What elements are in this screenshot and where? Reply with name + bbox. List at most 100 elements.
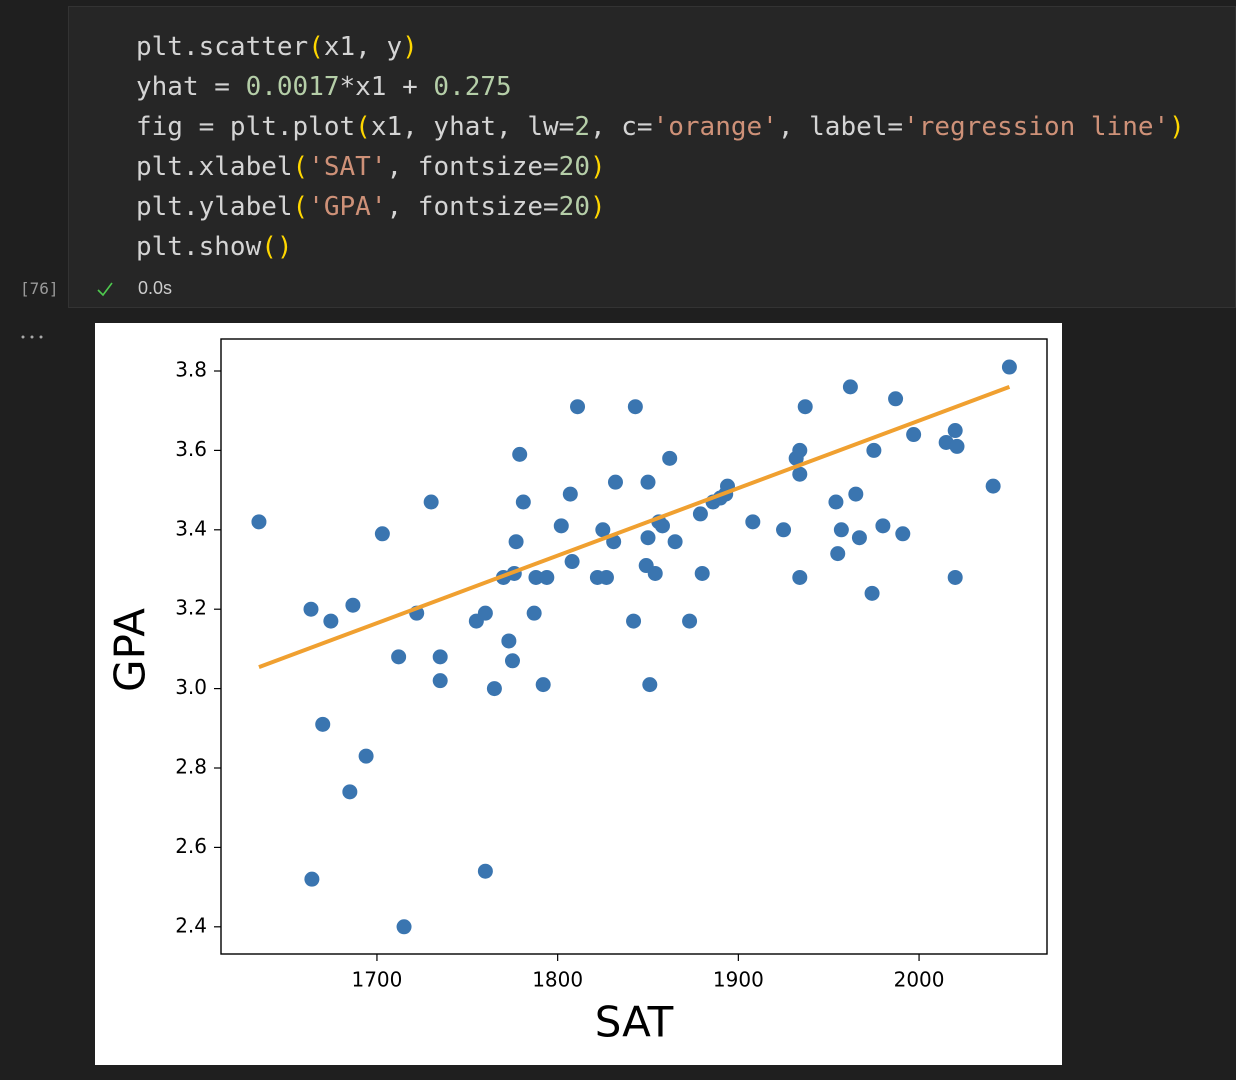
scatter-point	[833, 522, 849, 538]
code-token: (	[292, 192, 309, 222]
y-tick-label: 3.2	[175, 596, 207, 620]
scatter-point	[828, 494, 844, 510]
scatter-point	[391, 649, 407, 665]
scatter-point	[642, 677, 658, 693]
scatter-point	[842, 379, 858, 395]
scatter-point	[315, 716, 331, 732]
scatter-point	[895, 526, 911, 542]
code-line: fig = plt.plot(x1, yhat, lw=2, c='orange…	[136, 107, 1185, 147]
scatter-point	[303, 601, 319, 617]
scatter-point	[792, 466, 808, 482]
code-token: plt.ylabel	[136, 192, 293, 222]
scatter-point	[432, 673, 448, 689]
scatter-point	[864, 585, 880, 601]
scatter-point	[607, 474, 623, 490]
scatter-point	[539, 569, 555, 585]
x-axis-label: SAT	[595, 998, 674, 1047]
scatter-point	[1001, 359, 1017, 375]
scatter-point	[345, 597, 361, 613]
code-token: yhat =	[136, 72, 246, 102]
plot-frame	[220, 338, 1048, 955]
scatter-point	[949, 438, 965, 454]
code-token: )	[402, 32, 418, 62]
execution-time: 0.0s	[138, 278, 173, 298]
scatter-point	[515, 494, 531, 510]
y-tick-label: 2.6	[175, 834, 207, 858]
scatter-point	[692, 506, 708, 522]
code-token: 2	[574, 112, 590, 142]
scatter-point	[501, 633, 517, 649]
y-tick-label: 2.8	[175, 755, 207, 779]
x-tick-label: 1700	[351, 968, 402, 992]
scatter-point	[662, 450, 678, 466]
code-editor[interactable]: plt.scatter(x1, y) yhat = 0.0017*x1 + 0.2…	[136, 27, 1185, 267]
scatter-point	[797, 399, 813, 415]
scatter-point	[640, 474, 656, 490]
scatter-point	[985, 478, 1001, 494]
scatter-point	[564, 554, 580, 570]
code-line: plt.xlabel('SAT', fontsize=20)	[136, 147, 1185, 187]
y-tick-label: 3.4	[175, 516, 207, 540]
code-token: plt.scatter	[136, 32, 309, 62]
y-tick-label: 3.0	[175, 675, 207, 699]
y-tick-label: 3.6	[175, 437, 207, 461]
scatter-point	[304, 871, 320, 887]
scatter-point	[792, 569, 808, 585]
code-token: )	[589, 192, 606, 222]
code-token: , label=	[777, 112, 904, 142]
chart: SAT GPA 2.4 2.6 2.8 3.0 3.2 3.4 3.6 3.8 1700 1800…	[106, 338, 1048, 1047]
code-token: )	[589, 152, 606, 182]
scatter-point	[396, 919, 412, 935]
code-token: (	[355, 112, 371, 142]
code-token: 'SAT'	[308, 152, 387, 182]
code-token: 'orange'	[652, 112, 778, 142]
code-token: , fontsize=	[386, 192, 559, 222]
scatter-point	[526, 605, 542, 621]
scatter-point	[682, 613, 698, 629]
scatter-point	[553, 518, 569, 534]
code-line: plt.scatter(x1, y)	[136, 27, 1185, 67]
x-tick-label: 1900	[713, 968, 764, 992]
code-token: 20	[558, 192, 590, 222]
regression-line	[258, 385, 1011, 670]
code-token: )	[1169, 112, 1185, 142]
scatter-point	[830, 546, 846, 562]
scatter-point	[432, 649, 448, 665]
scatter-point	[947, 423, 963, 439]
scatter-point	[598, 569, 614, 585]
output-menu[interactable]	[20, 332, 46, 342]
scatter-point	[947, 569, 963, 585]
scatter-point	[626, 613, 642, 629]
scatter-point	[570, 399, 586, 415]
scatter-point	[851, 530, 867, 546]
code-token: x1, y	[323, 32, 403, 62]
x-tick-label: 1800	[532, 968, 583, 992]
code-token: (	[308, 32, 324, 62]
scatter-point	[477, 605, 493, 621]
execution-count: [76]	[20, 279, 59, 298]
scatter-point	[667, 534, 683, 550]
scatter-point	[640, 530, 656, 546]
scatter-point	[595, 522, 611, 538]
code-token: , c=	[589, 112, 653, 142]
scatter-point	[528, 569, 544, 585]
scatter-point	[792, 442, 808, 458]
scatter-point	[251, 514, 267, 530]
code-token: 0.0017	[245, 72, 340, 102]
code-cell[interactable]: plt.scatter(x1, y) yhat = 0.0017*x1 + 0.2…	[68, 6, 1236, 308]
scatter-point	[848, 486, 864, 502]
scatter-point	[647, 565, 663, 581]
scatter-point	[654, 518, 670, 534]
code-token: plt.show	[136, 232, 262, 262]
y-tick-label: 3.8	[175, 357, 207, 381]
success-icon	[97, 282, 113, 297]
code-line: plt.ylabel('GPA', fontsize=20)	[136, 187, 1185, 227]
scatter-point	[888, 391, 904, 407]
y-tick-label: 2.4	[175, 913, 207, 937]
code-token: plt.xlabel	[136, 152, 293, 182]
scatter-point	[627, 399, 643, 415]
code-line: yhat = 0.0017*x1 + 0.275	[136, 67, 1185, 107]
scatter-point	[866, 442, 882, 458]
scatter-point	[358, 748, 374, 764]
scatter-point	[512, 446, 528, 462]
